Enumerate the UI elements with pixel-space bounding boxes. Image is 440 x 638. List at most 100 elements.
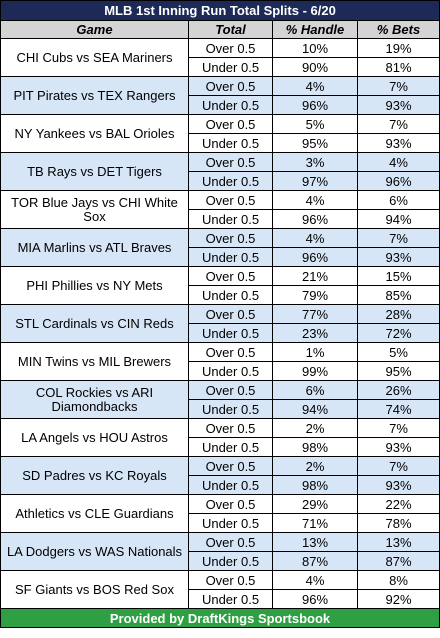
handle-cell: 10% <box>272 38 358 58</box>
bets-cell: 5% <box>356 342 440 362</box>
bets-cell: 22% <box>356 494 440 514</box>
table-row: CHI Cubs vs SEA Mariners Over 0.5 10% 19% <box>0 38 440 77</box>
game-cell: CHI Cubs vs SEA Mariners <box>0 38 189 77</box>
handle-cell: 5% <box>272 114 358 134</box>
total-cell: Over 0.5 <box>188 228 273 248</box>
total-cell: Under 0.5 <box>188 57 273 77</box>
total-cell: Under 0.5 <box>188 171 273 191</box>
bets-cell: 78% <box>356 513 440 533</box>
handle-cell: 79% <box>272 285 358 305</box>
table-row: MIA Marlins vs ATL Braves Over 0.5 4% 7% <box>0 228 440 267</box>
footer-credit: Provided by DraftKings Sportsbook <box>0 608 440 628</box>
table-row: Under 0.5 23% 72% <box>1 323 440 343</box>
handle-cell: 94% <box>272 399 358 419</box>
bets-cell: 13% <box>356 532 440 552</box>
handle-cell: 1% <box>272 342 358 362</box>
total-cell: Over 0.5 <box>188 76 273 96</box>
total-cell: Over 0.5 <box>188 418 273 438</box>
bets-cell: 95% <box>356 361 440 381</box>
bets-cell: 72% <box>356 323 440 343</box>
total-cell: Over 0.5 <box>188 494 273 514</box>
title-row: MLB 1st Inning Run Total Splits - 6/20 <box>0 0 440 21</box>
bets-cell: 7% <box>356 456 440 476</box>
handle-cell: 96% <box>272 209 358 229</box>
game-cell: PHI Phillies vs NY Mets <box>0 266 189 305</box>
handle-cell: 87% <box>272 551 358 571</box>
total-cell: Under 0.5 <box>188 437 273 457</box>
handle-cell: 71% <box>272 513 358 533</box>
bets-cell: 7% <box>356 418 440 438</box>
bets-cell: 93% <box>356 95 440 115</box>
handle-cell: 4% <box>272 228 358 248</box>
bets-cell: 81% <box>356 57 440 77</box>
game-cell: STL Cardinals vs CIN Reds <box>0 304 189 343</box>
total-cell: Over 0.5 <box>188 152 273 172</box>
handle-cell: 96% <box>272 95 358 115</box>
table-row: Under 0.5 87% 87% <box>1 551 440 571</box>
game-cell: MIA Marlins vs ATL Braves <box>0 228 189 267</box>
bets-cell: 87% <box>356 551 440 571</box>
total-cell: Under 0.5 <box>188 133 273 153</box>
handle-cell: 99% <box>272 361 358 381</box>
bets-cell: 7% <box>356 114 440 134</box>
table-row: NY Yankees vs BAL Orioles Over 0.5 5% 7% <box>0 114 440 153</box>
game-cell: Athletics vs CLE Guardians <box>0 494 189 533</box>
table-row: MIN Twins vs MIL Brewers Over 0.5 1% 5% <box>0 342 440 381</box>
bets-cell: 93% <box>356 437 440 457</box>
table-row: Under 0.5 96% 92% <box>1 589 440 609</box>
table-row: PIT Pirates vs TEX Rangers Over 0.5 4% 7% <box>0 76 440 115</box>
table-row: Under 0.5 97% 96% <box>1 171 440 191</box>
game-cell: COL Rockies vs ARI Diamondbacks <box>0 380 189 419</box>
table-row: SF Giants vs BOS Red Sox Over 0.5 4% 8% <box>0 570 440 609</box>
column-header-game: Game <box>0 20 189 39</box>
handle-cell: 95% <box>272 133 358 153</box>
total-cell: Over 0.5 <box>188 190 273 210</box>
table-row: STL Cardinals vs CIN Reds Over 0.5 77% 28% <box>0 304 440 343</box>
bets-cell: 28% <box>356 304 440 324</box>
game-cell: PIT Pirates vs TEX Rangers <box>0 76 189 115</box>
table-row: Under 0.5 98% 93% <box>1 475 440 495</box>
total-cell: Under 0.5 <box>188 95 273 115</box>
bets-cell: 93% <box>356 247 440 267</box>
handle-cell: 6% <box>272 380 358 400</box>
handle-cell: 4% <box>272 190 358 210</box>
handle-cell: 96% <box>272 589 358 609</box>
games-body: CHI Cubs vs SEA Mariners Over 0.5 10% 19% Un… <box>0 38 440 609</box>
bets-cell: 15% <box>356 266 440 286</box>
table-row: Under 0.5 95% 93% <box>1 133 440 153</box>
handle-cell: 3% <box>272 152 358 172</box>
bets-cell: 26% <box>356 380 440 400</box>
total-cell: Under 0.5 <box>188 513 273 533</box>
table-row: LA Angels vs HOU Astros Over 0.5 2% 7% <box>0 418 440 457</box>
bets-cell: 92% <box>356 589 440 609</box>
total-cell: Under 0.5 <box>188 209 273 229</box>
total-cell: Over 0.5 <box>188 38 273 58</box>
handle-cell: 77% <box>272 304 358 324</box>
total-cell: Under 0.5 <box>188 551 273 571</box>
total-cell: Over 0.5 <box>188 266 273 286</box>
game-cell: TB Rays vs DET Tigers <box>0 152 189 191</box>
handle-cell: 4% <box>272 570 358 590</box>
handle-cell: 98% <box>272 437 358 457</box>
footer-row: Provided by DraftKings Sportsbook <box>0 608 440 628</box>
handle-cell: 13% <box>272 532 358 552</box>
table-row: Athletics vs CLE Guardians Over 0.5 29% 22% <box>0 494 440 533</box>
table-row: PHI Phillies vs NY Mets Over 0.5 21% 15% <box>0 266 440 305</box>
total-cell: Over 0.5 <box>188 304 273 324</box>
handle-cell: 2% <box>272 456 358 476</box>
total-cell: Under 0.5 <box>188 589 273 609</box>
bets-cell: 74% <box>356 399 440 419</box>
total-cell: Under 0.5 <box>188 399 273 419</box>
handle-cell: 96% <box>272 247 358 267</box>
table-row: TOR Blue Jays vs CHI White Sox Over 0.5 4%… <box>0 190 440 229</box>
game-cell: NY Yankees vs BAL Orioles <box>0 114 189 153</box>
game-cell: SF Giants vs BOS Red Sox <box>0 570 189 609</box>
handle-cell: 90% <box>272 57 358 77</box>
table-row: LA Dodgers vs WAS Nationals Over 0.5 13% 13… <box>0 532 440 571</box>
handle-cell: 21% <box>272 266 358 286</box>
total-cell: Under 0.5 <box>188 475 273 495</box>
total-cell: Over 0.5 <box>188 456 273 476</box>
header-row: Game Total % Handle % Bets <box>0 20 440 39</box>
game-cell: SD Padres vs KC Royals <box>0 456 189 495</box>
total-cell: Over 0.5 <box>188 342 273 362</box>
